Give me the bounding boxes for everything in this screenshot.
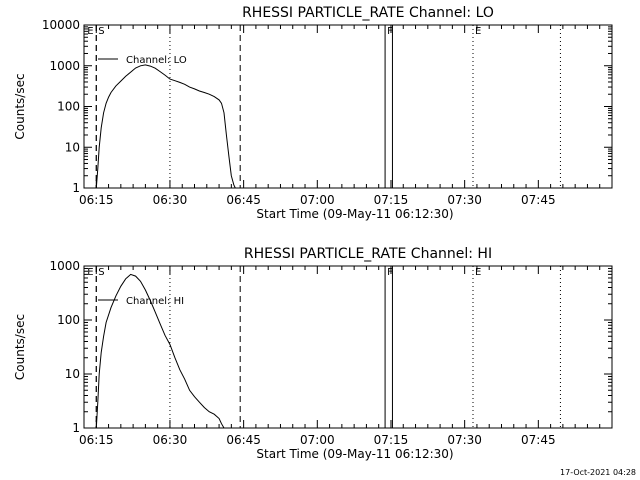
event-marker-label: E [87,267,93,278]
x-tick-label: 06:30 [153,193,188,207]
x-axis-label: Start Time (09-May-11 06:12:30) [256,207,453,221]
event-marker-label: F [387,267,393,278]
legend-label: Channel: HI [126,296,184,307]
x-tick-label: 07:30 [447,433,482,447]
x-tick-label: 07:00 [300,193,335,207]
event-marker-label: E [475,267,481,278]
panel-hi: RHESSI PARTICLE_RATE Channel: HI 1 10 100 10… [13,246,613,461]
legend-label: Channel: LO [126,55,187,66]
event-marker-label: E [475,26,481,37]
y-tick-label: 10 [65,367,80,381]
y-tick-label: 100 [57,100,80,114]
y-axis-label: Counts/sec [13,314,27,380]
x-tick-label: 07:00 [300,433,335,447]
x-axis-label: Start Time (09-May-11 06:12:30) [256,447,453,461]
chart-title: RHESSI PARTICLE_RATE Channel: HI [244,246,492,262]
event-marker-label: F [387,26,393,37]
event-marker-label: E [87,26,93,37]
event-marker-label: S [98,267,104,278]
x-tick-label: 06:45 [226,193,261,207]
x-tick-label: 06:15 [79,433,114,447]
event-marker-label: S [98,26,104,37]
series-line [95,64,236,189]
y-tick-label: 1 [72,181,80,195]
y-tick-label: 1000 [49,259,80,273]
y-tick-label: 1 [72,421,80,435]
y-tick-label: 10000 [42,18,80,32]
y-tick-label: 1000 [49,59,80,73]
chart-title: RHESSI PARTICLE_RATE Channel: LO [242,5,494,21]
plot-frame [83,24,613,189]
generation-timestamp: 17-Oct-2021 04:28 [560,468,636,477]
x-tick-label: 07:45 [521,433,556,447]
y-axis-label: Counts/sec [13,73,27,139]
y-tick-label: 100 [57,313,80,327]
x-tick-label: 06:45 [226,433,261,447]
x-tick-label: 07:15 [374,433,409,447]
x-tick-label: 07:15 [374,193,409,207]
y-tick-label: 10 [65,140,80,154]
series-line [95,273,225,429]
plot-frame [83,265,613,429]
x-tick-label: 07:30 [447,193,482,207]
x-tick-label: 07:45 [521,193,556,207]
panel-lo: RHESSI PARTICLE_RATE Channel: LO 1 10 100 10… [13,5,613,221]
x-tick-label: 06:30 [153,433,188,447]
x-tick-label: 06:15 [79,193,114,207]
